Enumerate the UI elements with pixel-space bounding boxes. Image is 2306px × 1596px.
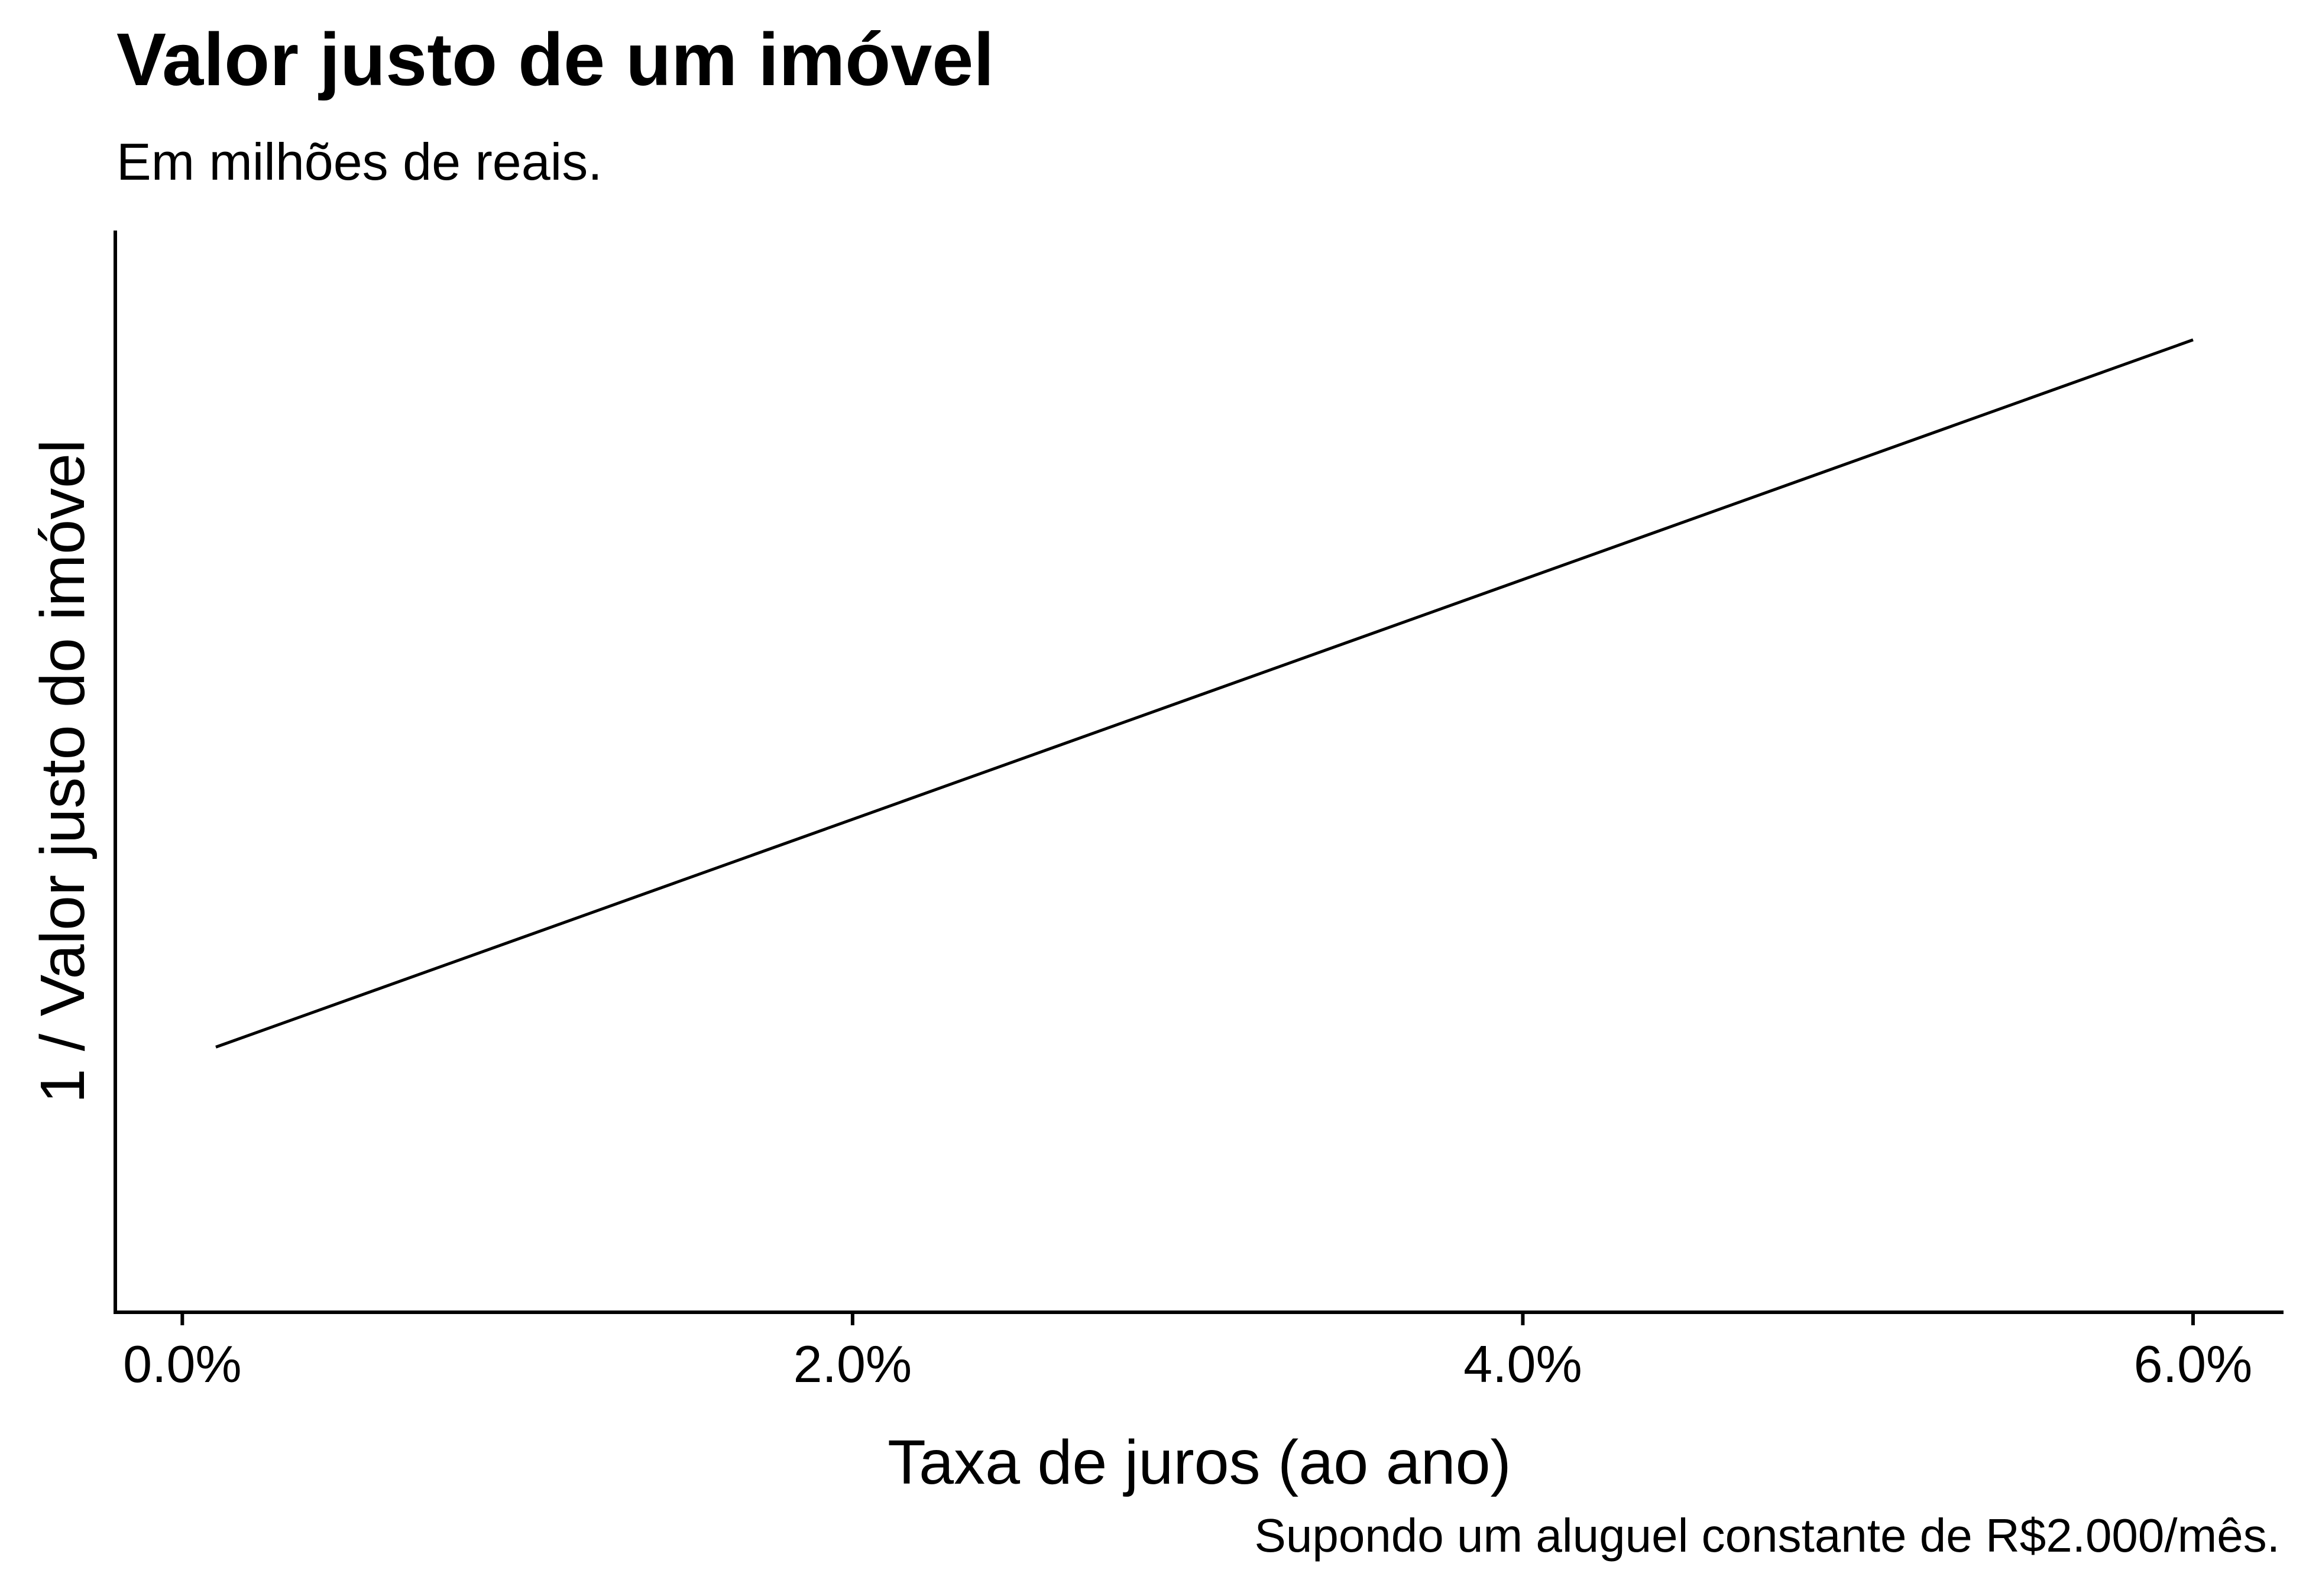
chart-title: Valor justo de um imóvel xyxy=(116,18,995,101)
x-tick-label: 2.0% xyxy=(794,1335,912,1393)
series-line xyxy=(215,338,2194,1049)
y-axis-title: 1 / Valor justo do imóvel xyxy=(28,439,98,1103)
x-tick-label: 0.0% xyxy=(123,1335,242,1393)
axes xyxy=(114,231,2284,1314)
x-tick-label: 4.0% xyxy=(1463,1335,1582,1393)
series-layer xyxy=(215,338,2194,1049)
x-tick-label: 6.0% xyxy=(2134,1335,2253,1393)
chart-caption: Supondo um aluguel constante de R$2.000/… xyxy=(1254,1509,2280,1562)
x-ticks: 0.0% 2.0% 4.0% 6.0% xyxy=(123,1312,2252,1393)
x-axis-title: Taxa de juros (ao ano) xyxy=(888,1428,1511,1497)
chart-subtitle: Em milhões de reais. xyxy=(116,132,603,191)
